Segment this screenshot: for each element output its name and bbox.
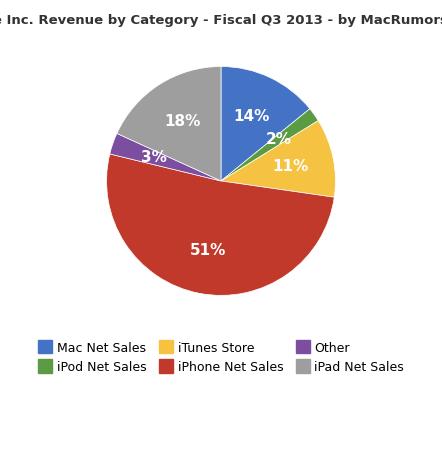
- Text: 51%: 51%: [189, 243, 226, 258]
- Text: 2%: 2%: [266, 132, 292, 147]
- Legend: Mac Net Sales, iPod Net Sales, iTunes Store, iPhone Net Sales, Other, iPad Net S: Mac Net Sales, iPod Net Sales, iTunes St…: [32, 336, 410, 381]
- Wedge shape: [221, 109, 318, 181]
- Wedge shape: [110, 133, 221, 181]
- Text: Apple Inc. Revenue by Category - Fiscal Q3 2013 - by MacRumors.com: Apple Inc. Revenue by Category - Fiscal …: [0, 14, 442, 27]
- Text: 18%: 18%: [164, 114, 201, 129]
- Wedge shape: [107, 154, 334, 295]
- Text: 11%: 11%: [272, 159, 309, 174]
- Wedge shape: [221, 120, 335, 197]
- Text: 3%: 3%: [141, 150, 167, 165]
- Text: 14%: 14%: [233, 109, 270, 125]
- Wedge shape: [221, 66, 310, 181]
- Wedge shape: [117, 66, 221, 181]
